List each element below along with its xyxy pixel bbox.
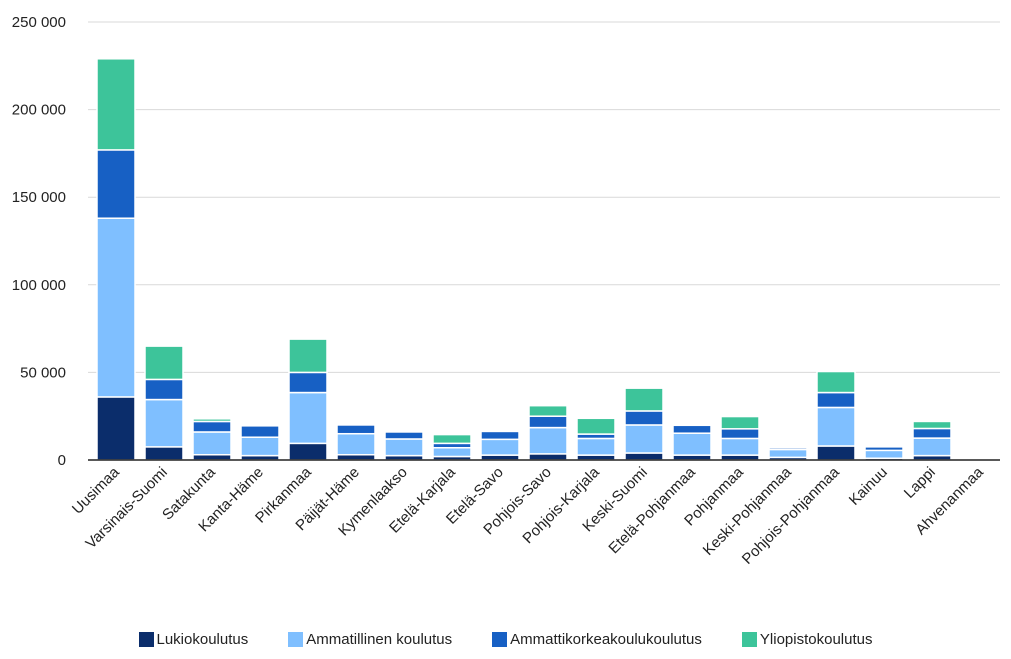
bar-varsinais-suomi-lukiokoulutus xyxy=(144,446,184,461)
legend-item-lukiokoulutus: Lukiokoulutus xyxy=(138,630,249,648)
legend-label: Lukiokoulutus xyxy=(156,630,249,648)
bar-pohjois-savo-ammattikorkeakoulukoulutus xyxy=(528,415,568,429)
bar-pirkanmaa-yliopistokoulutus xyxy=(288,338,328,374)
bar-uusimaa-yliopistokoulutus xyxy=(96,58,136,151)
legend-swatch xyxy=(138,631,154,647)
bar-keski-pohjanmaa-yliopistokoulutus xyxy=(768,446,808,449)
bar-satakunta-ammatillinen-koulutus xyxy=(192,431,232,456)
bar-paijat-hame-lukiokoulutus xyxy=(336,453,376,461)
bar-paijat-hame-ammatillinen-koulutus xyxy=(336,432,376,456)
bar-keski-pohjanmaa-ammatillinen-koulutus xyxy=(768,448,808,459)
bar-keski-suomi-lukiokoulutus xyxy=(624,452,664,461)
legend-item-ammatillinen-koulutus: Ammatillinen koulutus xyxy=(288,631,452,648)
bar-pohjois-savo-yliopistokoulutus xyxy=(528,404,568,417)
x-axis-category-labels: UusimaaVarsinais-SuomiSatakuntaKanta-Häm… xyxy=(69,463,987,567)
bar-etela-pohjanmaa-ammatillinen-koulutus xyxy=(672,432,712,456)
bar-lappi-ammattikorkeakoulukoulutus xyxy=(912,427,952,439)
bar-pohjanmaa-ammatillinen-koulutus xyxy=(720,437,760,456)
gridlines xyxy=(88,21,1000,373)
bar-satakunta-ammattikorkeakoulukoulutus xyxy=(192,420,232,433)
bar-lappi-ammatillinen-koulutus xyxy=(912,437,952,457)
bar-pirkanmaa-ammatillinen-koulutus xyxy=(288,391,328,445)
legend-swatch xyxy=(288,631,304,647)
bar-pohjois-karjala-yliopistokoulutus xyxy=(576,417,616,435)
bars xyxy=(96,58,952,461)
legend-item-yliopistokoulutus: Yliopistokoulutus xyxy=(741,630,873,648)
legend-swatch xyxy=(741,631,757,647)
bar-etela-savo-ammattikorkeakoulukoulutus xyxy=(480,430,520,441)
bar-varsinais-suomi-ammattikorkeakoulukoulutus xyxy=(144,378,184,401)
legend-label: Yliopistokoulutus xyxy=(759,630,873,648)
x-category-label: Kainuu xyxy=(846,464,891,509)
bar-satakunta-lukiokoulutus xyxy=(192,453,232,461)
bar-kainuu-ammatillinen-koulutus xyxy=(864,449,904,459)
legend-item-ammattikorkeakoulukoulutus: Ammattikorkeakoulukoulutus xyxy=(492,631,702,648)
y-tick-label: 150 000 xyxy=(12,189,66,206)
bar-satakunta-yliopistokoulutus xyxy=(192,418,232,423)
y-tick-label: 250 000 xyxy=(12,14,66,31)
bar-pirkanmaa-lukiokoulutus xyxy=(288,442,328,461)
bar-pohjois-pohjanmaa-lukiokoulutus xyxy=(816,445,856,461)
bar-keski-suomi-yliopistokoulutus xyxy=(624,387,664,412)
bar-etela-pohjanmaa-ammattikorkeakoulukoulutus xyxy=(672,424,712,434)
x-category-label: Varsinais-Suomi xyxy=(82,464,170,552)
y-tick-label: 0 xyxy=(58,452,66,469)
bar-kymenlaakso-ammatillinen-koulutus xyxy=(384,438,424,457)
bar-etela-karjala-ammatillinen-koulutus xyxy=(432,446,472,458)
bar-pohjois-savo-ammatillinen-koulutus xyxy=(528,426,568,455)
bar-pohjois-pohjanmaa-ammatillinen-koulutus xyxy=(816,406,856,447)
legend-label: Ammatillinen koulutus xyxy=(306,630,453,648)
bar-pohjanmaa-yliopistokoulutus xyxy=(720,415,760,430)
x-category-label: Keski-Pohjanmaa xyxy=(700,463,796,559)
bar-kanta-hame-ammatillinen-koulutus xyxy=(240,436,280,457)
bar-lappi-yliopistokoulutus xyxy=(912,420,952,430)
bar-etela-savo-ammatillinen-koulutus xyxy=(480,438,520,456)
bar-pohjois-pohjanmaa-yliopistokoulutus xyxy=(816,370,856,394)
legend-swatch xyxy=(492,631,508,647)
bar-pohjanmaa-ammattikorkeakoulukoulutus xyxy=(720,428,760,440)
x-category-label: Lappi xyxy=(901,464,939,502)
bar-pohjois-savo-lukiokoulutus xyxy=(528,453,568,461)
bar-varsinais-suomi-yliopistokoulutus xyxy=(144,345,184,381)
bar-uusimaa-ammatillinen-koulutus xyxy=(96,217,136,398)
bar-varsinais-suomi-ammatillinen-koulutus xyxy=(144,398,184,448)
bar-kainuu-ammattikorkeakoulukoulutus xyxy=(864,446,904,452)
x-category-label: Etelä-Pohjanmaa xyxy=(605,463,699,557)
bar-keski-suomi-ammatillinen-koulutus xyxy=(624,424,664,454)
y-tick-label: 100 000 xyxy=(12,277,66,294)
y-tick-label: 50 000 xyxy=(20,364,66,381)
bar-pirkanmaa-ammattikorkeakoulukoulutus xyxy=(288,371,328,394)
bar-keski-suomi-ammattikorkeakoulukoulutus xyxy=(624,410,664,426)
bar-kanta-hame-ammattikorkeakoulukoulutus xyxy=(240,425,280,438)
bar-kymenlaakso-ammattikorkeakoulukoulutus xyxy=(384,431,424,440)
y-tick-label: 200 000 xyxy=(12,102,66,119)
legend: Lukiokoulutus Ammatillinen koulutus Ammatt… xyxy=(0,627,1011,651)
stacked-bar-chart: 0 50 000 100 000 150 000 200 000 250 000 Uusi… xyxy=(12,14,1000,568)
bar-pohjois-karjala-ammatillinen-koulutus xyxy=(576,437,616,456)
bar-pohjois-pohjanmaa-ammattikorkeakoulukoulutus xyxy=(816,391,856,409)
bar-uusimaa-lukiokoulutus xyxy=(96,396,136,461)
bar-uusimaa-ammattikorkeakoulukoulutus xyxy=(96,149,136,219)
bar-paijat-hame-ammattikorkeakoulukoulutus xyxy=(336,424,376,435)
bar-etela-karjala-yliopistokoulutus xyxy=(432,433,472,445)
legend-label: Ammattikorkeakoulukoulutus xyxy=(510,630,702,648)
y-axis-tick-labels: 0 50 000 100 000 150 000 200 000 250 000 xyxy=(12,14,66,469)
